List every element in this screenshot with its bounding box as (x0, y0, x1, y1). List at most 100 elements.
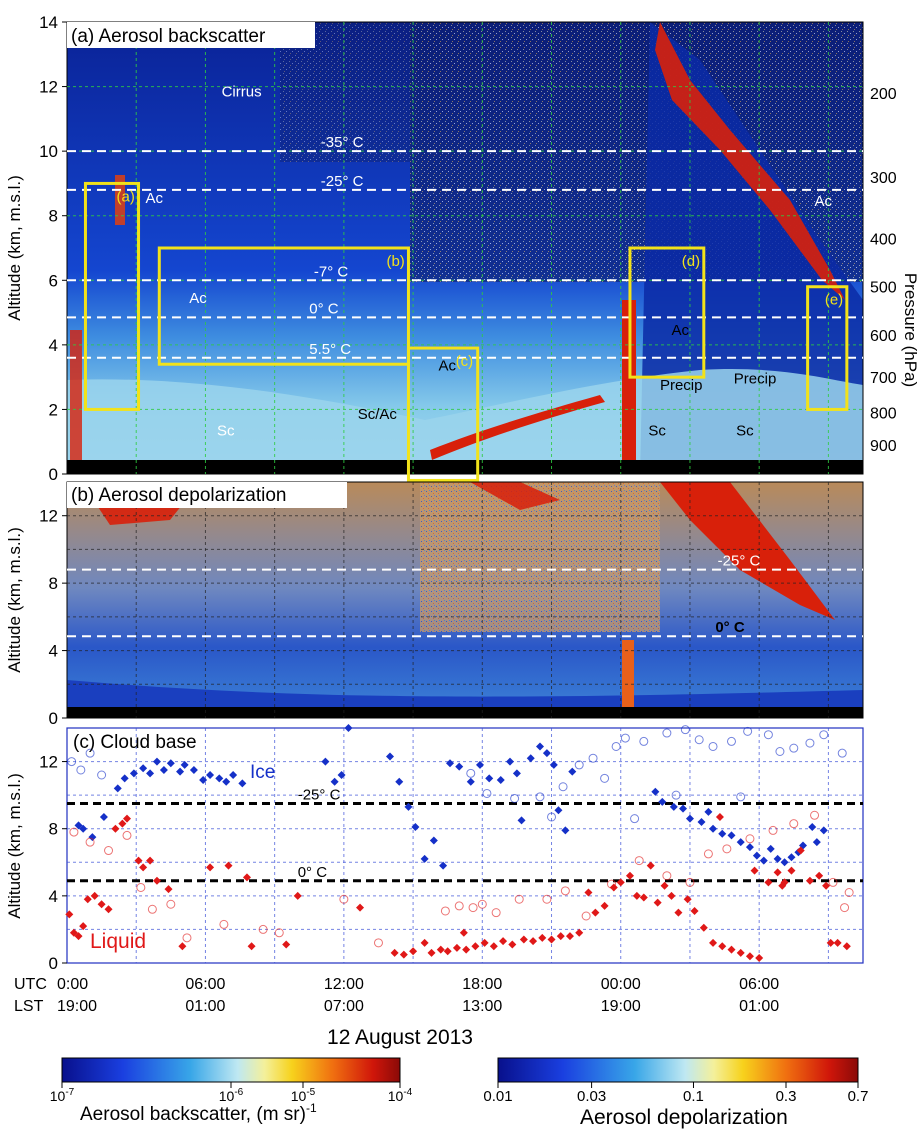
scatter-point-open (620, 733, 630, 743)
backscatter-colorbar-label: Aerosol backscatter, (m sr)-1 (80, 1101, 317, 1125)
scatter-point (778, 881, 787, 890)
lst-tick-label: 01:00 (185, 998, 225, 1015)
scatter-point (517, 816, 526, 825)
colorbar-tick-label: 0.01 (483, 1088, 512, 1105)
scatter-point-open (844, 888, 854, 897)
utc-tick-label: 00:00 (601, 976, 641, 993)
scatter-point (547, 935, 556, 944)
y-tick-label: 8 (49, 574, 58, 593)
utc-tick-label: 06:00 (739, 976, 779, 993)
depolarization-y-ticks: 0 4 8 12 (39, 507, 67, 728)
cloud-base-y-axis-label: Altitude (km, m.s.l.) (5, 773, 24, 918)
scatter-point (113, 784, 122, 793)
scatter-point-open (789, 743, 799, 753)
scatter-point-open (662, 728, 672, 738)
colorbar-tick-label: 0.1 (683, 1088, 704, 1105)
scatter-point (146, 856, 155, 865)
scatter-point (330, 777, 339, 786)
case-box-label: (d) (682, 253, 700, 270)
y-tick-label: 12 (39, 507, 58, 526)
y-tick-label: 0 (49, 954, 58, 973)
scatter-point (120, 774, 129, 783)
scatter-point-open (607, 879, 617, 889)
scatter-point (535, 742, 544, 751)
case-box (406, 346, 480, 482)
scatter-point (178, 942, 187, 951)
backscatter-panel: -35° C -25° C -7° C 0° C 5.5° C (a) (b) (c) (d)… (5, 13, 919, 484)
pressure-tick-label: 900 (870, 438, 897, 455)
scatter-point (755, 953, 764, 962)
colorbar-tick-label: 10-7 (50, 1087, 75, 1104)
depolarization-panel: -25° C 0° C (b) Aerosol depolarization 0 4… (5, 481, 864, 728)
backscatter-boxes: (a) (b) (c) (d) (e) (83, 181, 849, 482)
utc-tick-label: 12:00 (324, 976, 364, 993)
y-tick-label: 4 (49, 642, 58, 661)
scatter-point (805, 876, 814, 885)
scatter-point (206, 863, 215, 872)
scatter-point (427, 948, 436, 957)
depolarization-colorbar-ramp (497, 1057, 859, 1083)
scatter-point-open (745, 834, 755, 844)
scatter-point-open (694, 735, 704, 745)
cirrus-plume (655, 22, 845, 300)
scatter-point-open (122, 830, 132, 840)
scatter-point (238, 779, 247, 788)
scatter-point (697, 818, 706, 826)
cloud-annotation: Ac (145, 190, 163, 207)
scatter-point-open (743, 726, 753, 736)
scatter-point (699, 923, 708, 932)
colorbar-tick-label: 10-5 (291, 1087, 316, 1104)
scatter-point (99, 812, 108, 821)
scatter-point (759, 856, 768, 865)
ground-strip (67, 460, 863, 474)
scatter-point (833, 938, 842, 947)
scatter-point (736, 948, 745, 957)
scatter-point (199, 776, 208, 785)
scatter-point (683, 895, 692, 904)
scatter-point (796, 846, 805, 855)
scatter-point (462, 945, 471, 954)
backscatter-colorbar: 10-7 10-6 10-5 10-4 Aerosol backscatter, (m… (50, 1057, 413, 1125)
scatter-point (439, 861, 448, 870)
scatter-point-open (560, 886, 570, 896)
isotherm-label: 0° C (309, 300, 339, 317)
depolarization-panel-label: (b) Aerosol depolarization (71, 485, 286, 506)
scatter-point-open (662, 871, 672, 881)
scatter-point-open (166, 899, 176, 909)
scatter-point (247, 942, 256, 951)
scatter-point-open (581, 911, 591, 921)
scatter-point (480, 938, 489, 947)
scatter-point (766, 844, 775, 853)
cloud-base-y-ticks: 0 4 8 12 (39, 753, 67, 973)
isotherm-label: -35° C (321, 134, 364, 151)
scatter-point (139, 863, 148, 872)
depol-precip (622, 640, 634, 718)
scatter-point (625, 871, 634, 880)
scatter-point-open (558, 782, 568, 792)
scatter-point (667, 891, 676, 900)
depol-cirrus-2 (470, 482, 560, 510)
scatter-point (395, 777, 404, 786)
lst-label: LST (14, 998, 44, 1015)
scatter-point (773, 868, 782, 877)
lst-tick-label: 19:00 (57, 998, 97, 1015)
pressure-tick-label: 700 (870, 370, 897, 387)
isotherm-label: -7° C (314, 263, 349, 280)
cloud-base-grid (67, 728, 863, 963)
cloud-annotation: Sc/Ac (358, 406, 398, 423)
scatter-point-open (542, 894, 552, 904)
scatter-point (215, 774, 224, 783)
scatter-point (542, 749, 551, 758)
scatter-point (660, 881, 669, 890)
scatter-point-open (768, 825, 778, 835)
scatter-point-open (789, 819, 799, 829)
y-tick-label: 0 (49, 465, 58, 484)
scatter-point-open (97, 770, 107, 780)
y-tick-label: 4 (49, 336, 58, 355)
cloud-annotation: Sc (736, 422, 754, 439)
scatter-point-open (726, 736, 736, 746)
scatter-point-open (510, 794, 520, 803)
cloud-base-points (65, 724, 854, 962)
colorbar-tick-label: 0.3 (776, 1088, 797, 1105)
scatter-point (466, 777, 475, 786)
